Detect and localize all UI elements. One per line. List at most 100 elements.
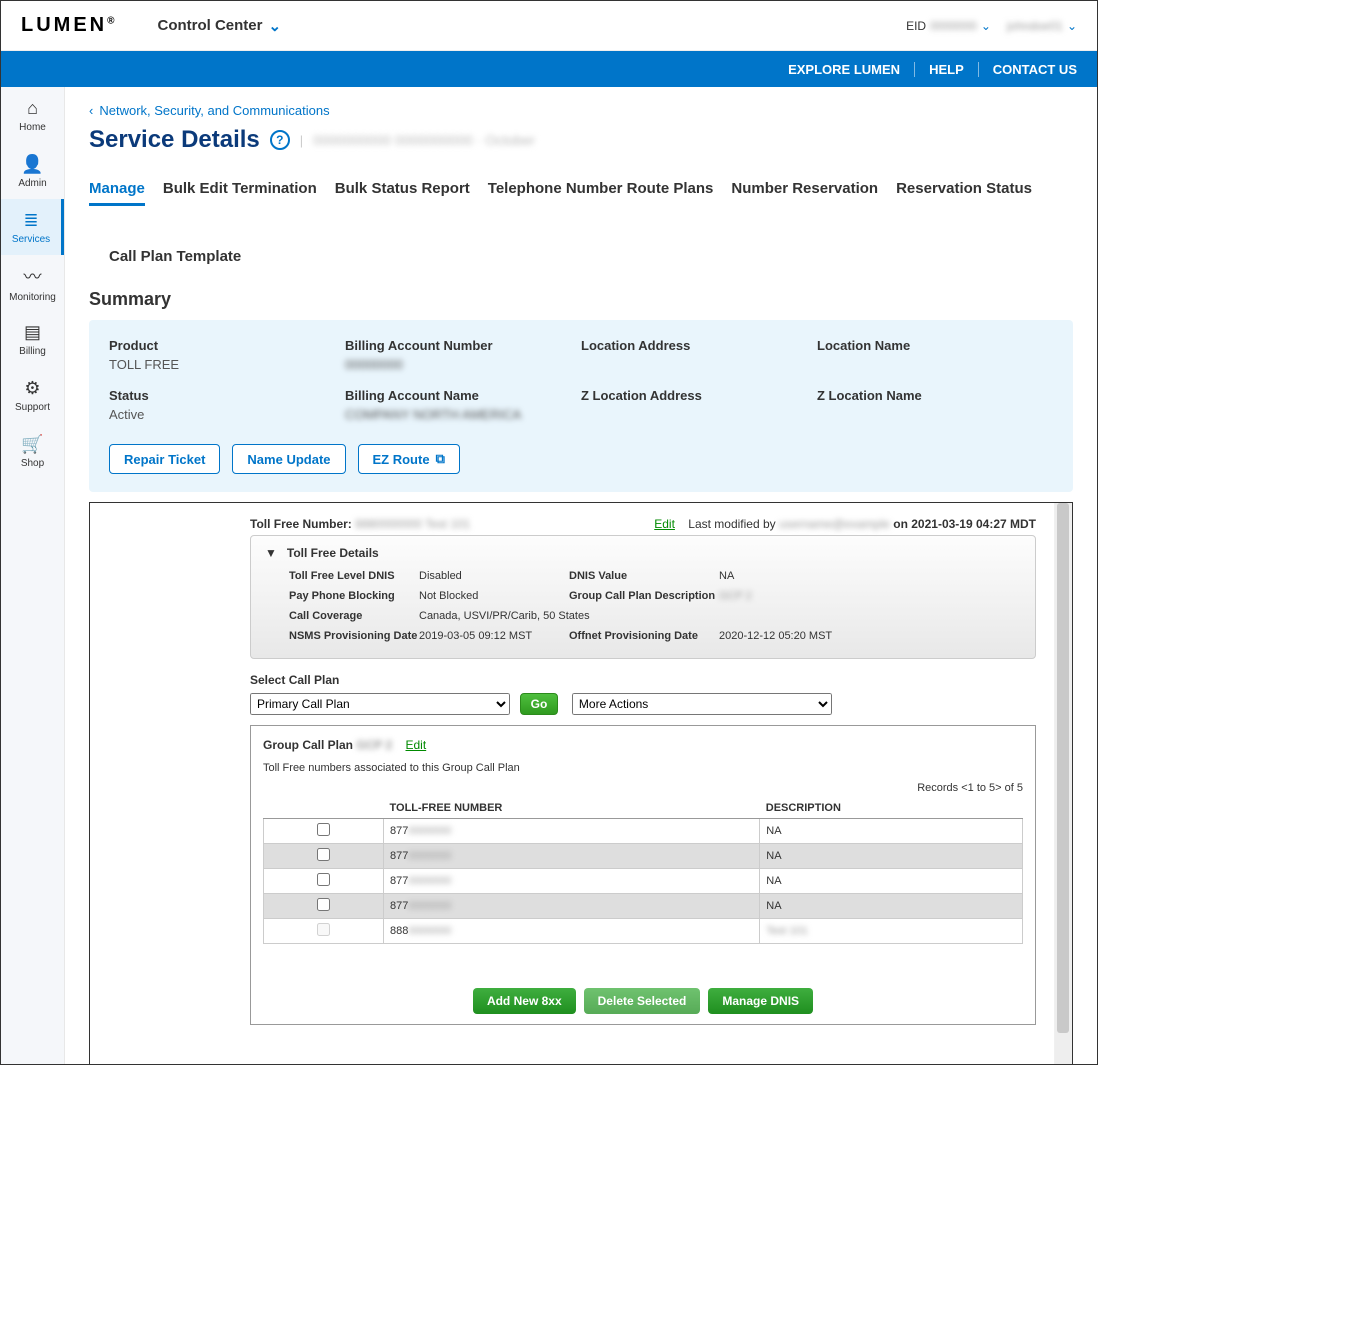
breadcrumb-label: Network, Security, and Communications bbox=[99, 103, 329, 118]
detail-val: 2020-12-12 05:20 MST bbox=[719, 630, 1021, 642]
detail-val: Disabled bbox=[419, 570, 569, 582]
sidebar-item-services[interactable]: ≣ Services bbox=[1, 199, 64, 255]
sidebar-item-label: Shop bbox=[21, 458, 44, 469]
col-checkbox bbox=[264, 798, 384, 819]
row-checkbox[interactable] bbox=[317, 923, 330, 936]
detail-key: Call Coverage bbox=[289, 610, 419, 622]
eid-label: EID bbox=[906, 19, 926, 33]
gcp-records: Records <1 to 5> of 5 bbox=[263, 782, 1023, 794]
detail-key: Toll Free Level DNIS bbox=[289, 570, 419, 582]
summary-label-location-name: Location Name bbox=[817, 338, 1053, 353]
toll-free-table: TOLL-FREE NUMBER DESCRIPTION 8770000000 … bbox=[263, 798, 1023, 944]
toll-free-details-toggle[interactable]: ▼ Toll Free Details bbox=[265, 546, 1021, 560]
user-name: johndoe01 bbox=[1007, 19, 1063, 33]
toll-free-details-title: Toll Free Details bbox=[287, 546, 379, 560]
detail-key: NSMS Provisioning Date bbox=[289, 630, 419, 642]
help-icon[interactable]: ? bbox=[270, 130, 290, 150]
sidebar-item-home[interactable]: ⌂ Home bbox=[1, 87, 64, 143]
tab-number-reservation[interactable]: Number Reservation bbox=[731, 174, 878, 206]
admin-icon: 👤 bbox=[21, 154, 43, 175]
ribbon-contact-link[interactable]: CONTACT US bbox=[979, 62, 1077, 77]
ribbon: EXPLORE LUMEN HELP CONTACT US bbox=[1, 51, 1097, 87]
gcp-subtitle: Toll Free numbers associated to this Gro… bbox=[263, 762, 1023, 774]
table-row: 8770000000 NA bbox=[264, 844, 1023, 869]
tab-manage[interactable]: Manage bbox=[89, 174, 145, 206]
col-description: DESCRIPTION bbox=[760, 798, 1023, 819]
caret-down-icon: ▼ bbox=[265, 546, 277, 560]
tab-bulk-status-report[interactable]: Bulk Status Report bbox=[335, 174, 470, 206]
eid-value: 0000000 bbox=[930, 19, 977, 33]
manage-dnis-button[interactable]: Manage DNIS bbox=[708, 988, 813, 1014]
detail-key: DNIS Value bbox=[569, 570, 719, 582]
add-new-8xx-button[interactable]: Add New 8xx bbox=[473, 988, 576, 1014]
chevron-down-icon: ⌄ bbox=[981, 19, 991, 33]
table-row: 8880000000 Test 101 bbox=[264, 919, 1023, 944]
select-call-plan-label: Select Call Plan bbox=[250, 673, 1036, 687]
control-center-label: Control Center bbox=[157, 17, 262, 34]
summary-value-ban-name: COMPANY NORTH AMERICA bbox=[345, 407, 581, 422]
scroll-thumb[interactable] bbox=[1057, 503, 1069, 1033]
sidebar-item-admin[interactable]: 👤 Admin bbox=[1, 143, 64, 199]
sidebar-item-label: Admin bbox=[18, 178, 46, 189]
scrollbar[interactable] bbox=[1054, 503, 1072, 1064]
tab-telephone-route-plans[interactable]: Telephone Number Route Plans bbox=[488, 174, 714, 206]
control-center-dropdown[interactable]: Control Center ⌄ bbox=[157, 17, 281, 35]
table-row: 8770000000 NA bbox=[264, 894, 1023, 919]
group-call-plan-panel: Group Call Plan GCP 2 Edit Toll Free num… bbox=[250, 725, 1036, 1025]
sidebar-item-label: Support bbox=[15, 402, 50, 413]
row-checkbox[interactable] bbox=[317, 823, 330, 836]
user-dropdown[interactable]: johndoe01 ⌄ bbox=[1007, 19, 1077, 33]
detail-val: NA bbox=[719, 570, 1021, 582]
toll-free-number-value: 8880000000 Test 101 bbox=[355, 517, 470, 531]
chevron-left-icon: ‹ bbox=[89, 103, 93, 118]
tab-bulk-edit-termination[interactable]: Bulk Edit Termination bbox=[163, 174, 317, 206]
toll-free-edit-link[interactable]: Edit bbox=[654, 517, 675, 531]
summary-label-ban: Billing Account Number bbox=[345, 338, 581, 353]
sidebar-item-label: Billing bbox=[19, 346, 46, 357]
sidebar-item-billing[interactable]: ▤ Billing bbox=[1, 311, 64, 367]
ez-route-button[interactable]: EZ Route ⧉ bbox=[358, 444, 460, 474]
detail-val: GCP 2 bbox=[719, 590, 1021, 602]
support-icon: ⚙ bbox=[24, 378, 40, 399]
delete-selected-button[interactable]: Delete Selected bbox=[584, 988, 701, 1014]
table-row: 8770000000 NA bbox=[264, 819, 1023, 844]
detail-key: Group Call Plan Description bbox=[569, 590, 719, 602]
tab-call-plan-template[interactable]: Call Plan Template bbox=[109, 242, 241, 271]
row-checkbox[interactable] bbox=[317, 873, 330, 886]
row-checkbox[interactable] bbox=[317, 848, 330, 861]
call-plan-select[interactable]: Primary Call Plan bbox=[250, 693, 510, 715]
summary-heading: Summary bbox=[89, 289, 1073, 310]
detail-key: Pay Phone Blocking bbox=[289, 590, 419, 602]
top-header: LUMEN® Control Center ⌄ EID 0000000 ⌄ jo… bbox=[1, 1, 1097, 51]
name-update-button[interactable]: Name Update bbox=[232, 444, 345, 474]
summary-value-status: Active bbox=[109, 407, 345, 422]
eid-dropdown[interactable]: EID 0000000 ⌄ bbox=[906, 19, 991, 33]
ribbon-explore-link[interactable]: EXPLORE LUMEN bbox=[774, 62, 915, 77]
sidebar-item-shop[interactable]: 🛒 Shop bbox=[1, 423, 64, 479]
ez-route-label: EZ Route bbox=[373, 452, 430, 467]
table-row: 8770000000 NA bbox=[264, 869, 1023, 894]
ribbon-help-link[interactable]: HELP bbox=[915, 62, 979, 77]
tabs: Manage Bulk Edit Termination Bulk Status… bbox=[89, 174, 1073, 271]
repair-ticket-button[interactable]: Repair Ticket bbox=[109, 444, 220, 474]
more-actions-select[interactable]: More Actions bbox=[572, 693, 832, 715]
chevron-down-icon: ⌄ bbox=[1067, 19, 1077, 33]
shop-icon: 🛒 bbox=[21, 434, 43, 455]
go-button[interactable]: Go bbox=[520, 693, 559, 715]
summary-label-status: Status bbox=[109, 388, 345, 403]
detail-val: Canada, USVI/PR/Carib, 50 States bbox=[419, 610, 1021, 622]
logo: LUMEN® bbox=[21, 14, 117, 37]
gcp-edit-link[interactable]: Edit bbox=[406, 738, 427, 752]
tab-reservation-status[interactable]: Reservation Status bbox=[896, 174, 1032, 206]
detail-val: 2019-03-05 09:12 MST bbox=[419, 630, 569, 642]
row-checkbox[interactable] bbox=[317, 898, 330, 911]
gcp-label: Group Call Plan bbox=[263, 738, 353, 752]
gcp-id: GCP 2 bbox=[356, 738, 392, 752]
breadcrumb-back[interactable]: ‹ Network, Security, and Communications bbox=[89, 103, 1073, 118]
sidebar-item-support[interactable]: ⚙ Support bbox=[1, 367, 64, 423]
sidebar-item-monitoring[interactable]: 〰 Monitoring bbox=[1, 255, 64, 311]
last-modified: Last modified by username@example on 202… bbox=[688, 517, 1036, 531]
summary-label-location-address: Location Address bbox=[581, 338, 817, 353]
page-title-meta: 0000000000 0000000000 · October bbox=[313, 132, 535, 148]
toll-free-number-label: Toll Free Number: bbox=[250, 517, 352, 531]
